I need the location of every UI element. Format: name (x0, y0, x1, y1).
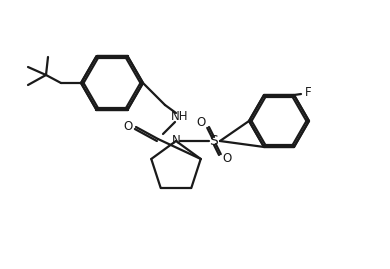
Text: NH: NH (171, 111, 189, 123)
Text: F: F (305, 86, 311, 98)
Text: O: O (123, 121, 133, 133)
Text: N: N (172, 134, 180, 147)
Text: O: O (222, 153, 232, 165)
Text: S: S (210, 134, 218, 148)
Text: O: O (197, 116, 206, 129)
